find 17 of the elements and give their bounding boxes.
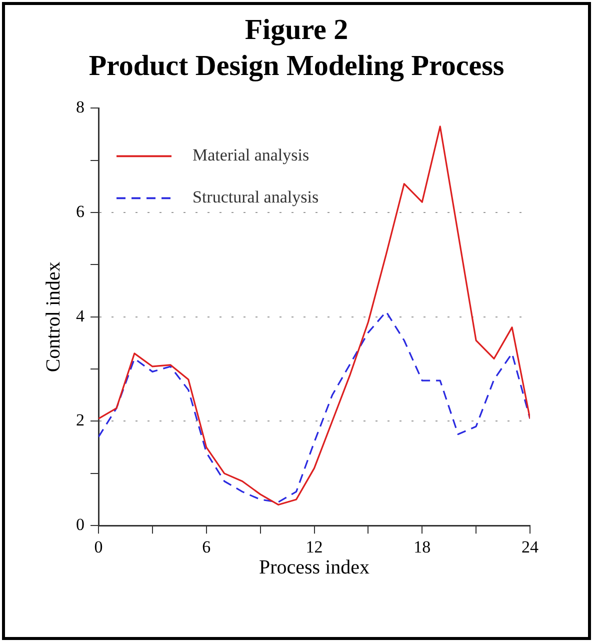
y-tick-label: 0 (76, 515, 84, 534)
x-tick-label: 12 (306, 537, 323, 556)
y-axis-title: Control index (42, 262, 64, 372)
y-tick-label: 8 (76, 98, 84, 117)
chart-subtitle: Product Design Modeling Process (88, 49, 506, 84)
chart-title: Figure 2 (244, 13, 350, 48)
x-axis-title: Process index (258, 556, 370, 578)
line-series (98, 310, 530, 503)
y-tick-label: 6 (76, 202, 84, 222)
y-tick-label: 4 (76, 306, 85, 326)
legend-label: Structural analysis (192, 188, 319, 207)
legend-label: Material analysis (192, 146, 310, 165)
x-tick-label: 18 (414, 537, 431, 556)
x-tick-label: 0 (94, 537, 103, 556)
x-tick-label: 6 (202, 537, 211, 556)
x-tick-label: 24 (522, 537, 539, 556)
y-tick-label: 2 (76, 410, 84, 430)
